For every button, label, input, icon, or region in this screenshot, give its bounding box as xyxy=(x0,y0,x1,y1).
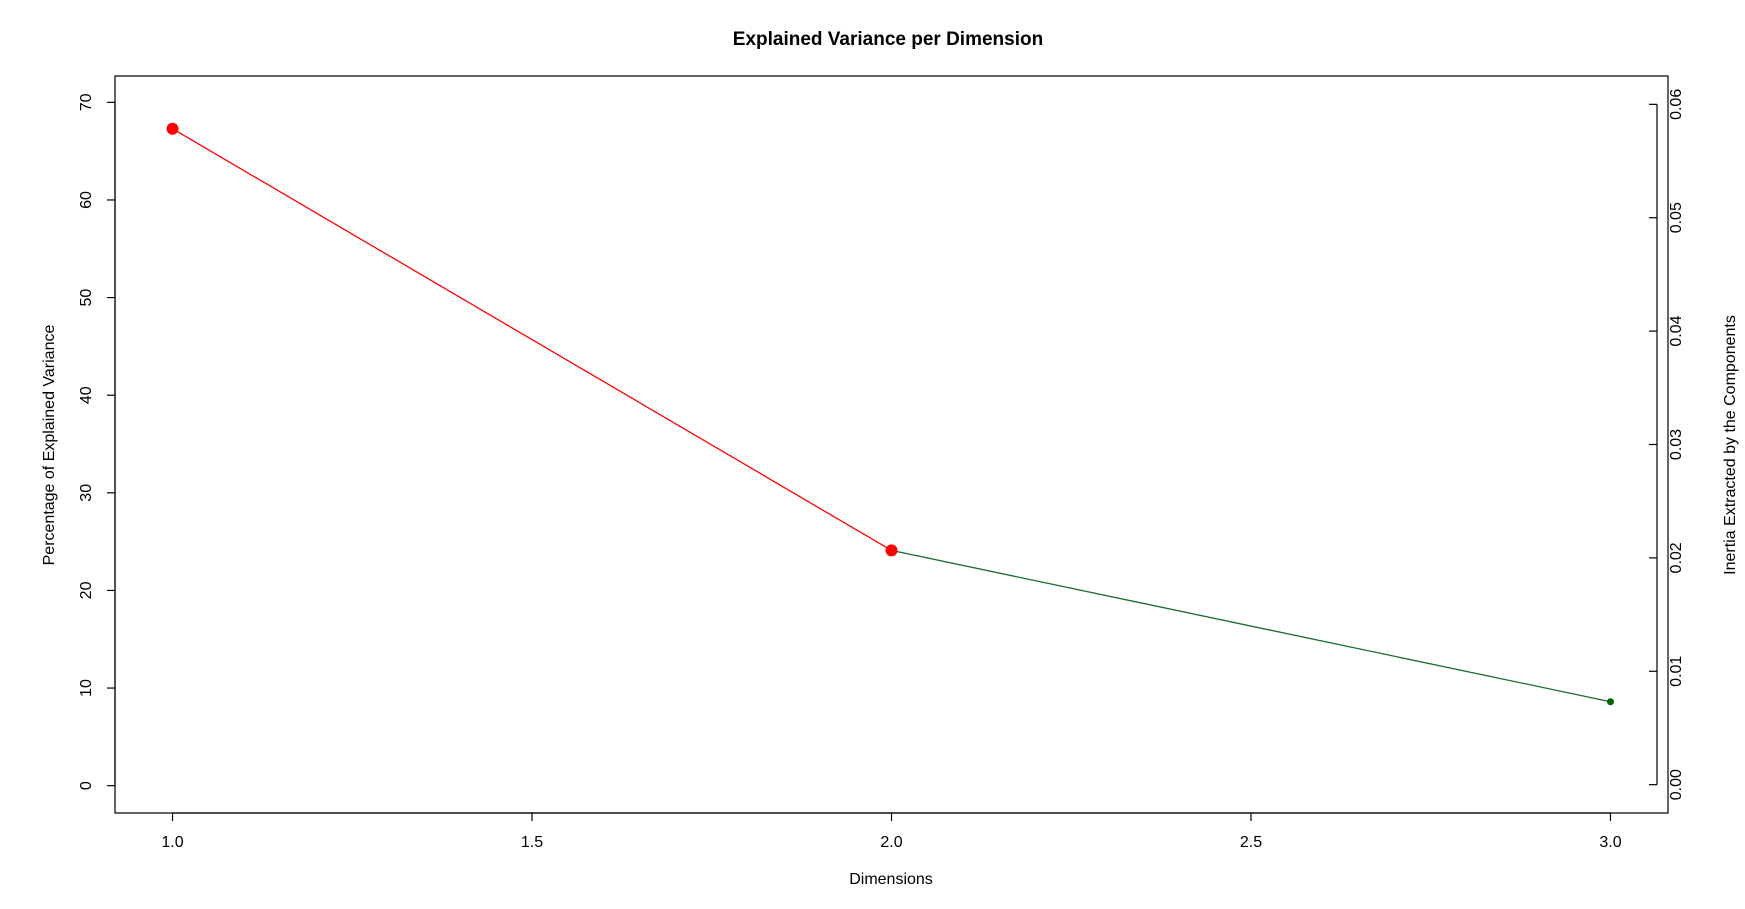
x-axis: 1.0 1.5 2.0 2.5 3.0 xyxy=(161,812,1622,851)
x-tick-label: 1.0 xyxy=(161,834,183,851)
x-axis-label: Dimensions xyxy=(849,871,933,888)
y2-tick-label: 0.03 xyxy=(1668,429,1685,460)
y2-tick-label: 0.00 xyxy=(1668,769,1685,800)
y-tick-label: 20 xyxy=(78,581,95,599)
y2-tick-label: 0.06 xyxy=(1668,89,1685,120)
y-axis-right: 0.00 0.01 0.02 0.03 0.04 0.05 0.06 xyxy=(1649,89,1685,800)
y2-tick-label: 0.05 xyxy=(1668,202,1685,233)
x-tick-label: 2.5 xyxy=(1240,834,1262,851)
plot-frame xyxy=(114,75,1669,814)
data-point xyxy=(166,122,179,135)
y-axis-left: 0 10 20 30 40 50 60 70 xyxy=(78,93,116,790)
data-point xyxy=(1606,698,1614,706)
chart-title: Explained Variance per Dimension xyxy=(733,29,1043,50)
y2-tick-label: 0.04 xyxy=(1668,315,1685,346)
x-tick-label: 1.5 xyxy=(521,834,543,851)
y-axis-label: Percentage of Explained Variance xyxy=(41,325,58,566)
y2-tick-label: 0.01 xyxy=(1668,656,1685,687)
y-tick-label: 30 xyxy=(78,484,95,502)
data-point xyxy=(885,544,898,557)
series-segment xyxy=(172,128,892,551)
y2-tick-label: 0.02 xyxy=(1668,542,1685,573)
y-tick-label: 10 xyxy=(78,679,95,697)
x-tick-label: 2.0 xyxy=(880,834,902,851)
y-tick-label: 60 xyxy=(78,191,95,209)
y-tick-label: 50 xyxy=(78,289,95,307)
x-tick-label: 3.0 xyxy=(1599,834,1621,851)
y-tick-label: 0 xyxy=(78,781,95,790)
y-tick-label: 70 xyxy=(78,93,95,111)
y-tick-label: 40 xyxy=(78,386,95,404)
series-explained-variance xyxy=(166,122,1614,706)
y2-axis-label: Inertia Extracted by the Components xyxy=(1722,315,1739,575)
series-segment xyxy=(891,549,1611,703)
